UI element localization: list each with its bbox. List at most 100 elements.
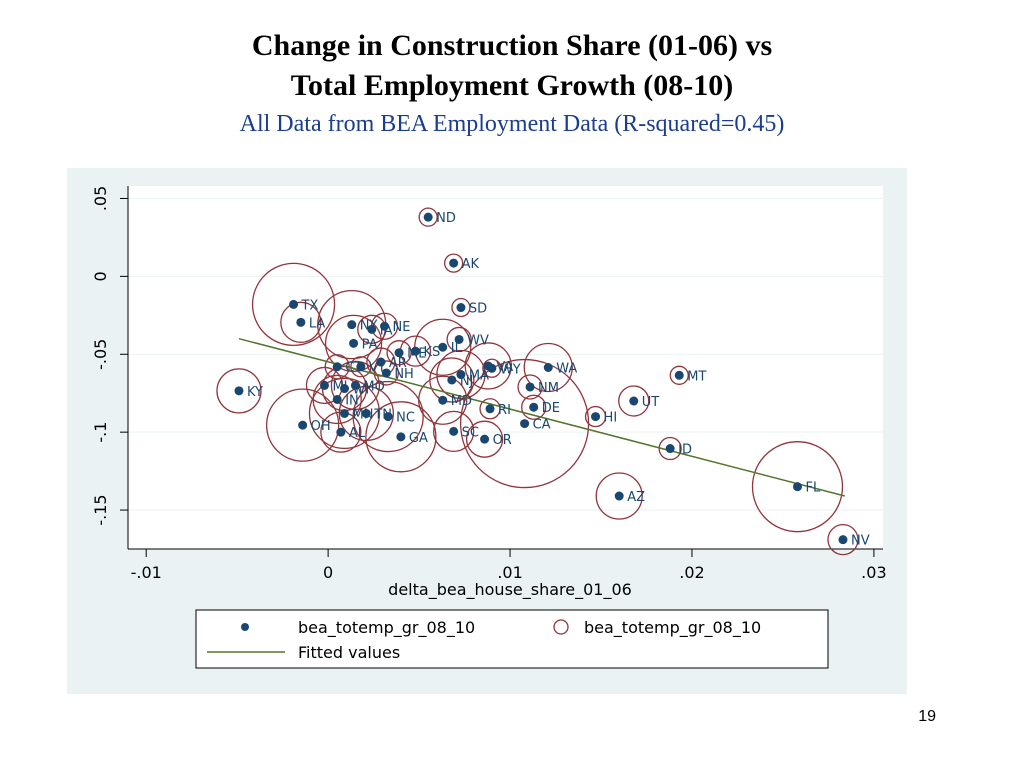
point-label-me: ME xyxy=(407,347,426,362)
data-point-nm xyxy=(525,382,535,392)
data-point-ks xyxy=(410,346,420,356)
data-point-mo xyxy=(350,380,360,390)
point-label-nm: NM xyxy=(538,381,559,396)
x-tick-label: .01 xyxy=(497,563,522,582)
point-label-ut: UT xyxy=(642,395,660,410)
data-point-sd xyxy=(456,303,466,313)
point-label-ia: IA xyxy=(380,323,393,338)
weight-circle-mn xyxy=(308,377,381,450)
weight-circle-sd xyxy=(451,297,471,318)
data-point-or xyxy=(480,434,490,444)
point-label-in: IN xyxy=(345,393,359,408)
point-label-tx: TX xyxy=(301,298,319,313)
weight-circle-ma xyxy=(436,349,486,400)
data-point-vt xyxy=(356,362,366,372)
point-label-or: OR xyxy=(493,433,512,448)
point-label-fl: FL xyxy=(805,481,820,496)
point-label-oh: OH xyxy=(311,419,331,434)
weight-circle-ri xyxy=(479,398,501,420)
data-point-ar xyxy=(376,357,386,367)
data-point-ia xyxy=(367,324,377,334)
data-markers xyxy=(234,212,848,545)
point-label-wi: WI xyxy=(352,383,369,398)
chart-subtitle: All Data from BEA Employment Data (R-squ… xyxy=(239,111,785,137)
data-point-nc xyxy=(383,412,393,422)
data-point-ne xyxy=(380,321,390,331)
weight-circle-ut xyxy=(618,385,650,417)
data-point-tn xyxy=(361,408,371,418)
weight-circle-fl xyxy=(751,441,844,533)
y-tick-label: -.15 xyxy=(91,494,110,525)
chart-title-line-2: Total Employment Growth (08-10) xyxy=(290,69,734,102)
weight-circle-az xyxy=(595,472,643,520)
point-label-ma: MA xyxy=(469,369,489,384)
data-point-wv xyxy=(454,334,464,344)
data-point-ak xyxy=(449,258,459,268)
data-point-sc xyxy=(449,426,459,436)
weight-circle-la xyxy=(280,301,322,343)
data-point-de xyxy=(529,402,539,412)
weight-circle-ga xyxy=(365,401,437,473)
point-label-pa: PA xyxy=(362,337,378,352)
weight-circle-de xyxy=(521,394,547,420)
weight-circle-ky xyxy=(216,368,262,414)
weight-circle-wy xyxy=(482,358,502,378)
data-point-az xyxy=(614,491,624,501)
data-point-wi xyxy=(339,384,349,394)
data-point-tx xyxy=(289,299,299,309)
point-label-ky: KY xyxy=(247,385,263,400)
axis-ticks: .05 0 -.05 -.1 -.15 -.01 0 .01 .02 .03 xyxy=(91,186,887,582)
point-label-ct: CT xyxy=(345,361,362,376)
point-label-mo: MO xyxy=(363,379,384,394)
legend-box xyxy=(195,609,829,669)
data-point-nh xyxy=(381,368,391,378)
legend-label-markers: bea_totemp_gr_08_10 xyxy=(298,618,475,638)
point-label-md: MD xyxy=(451,394,472,409)
weight-circle-nm xyxy=(517,374,543,400)
data-point-al xyxy=(336,427,346,437)
axes xyxy=(127,186,883,550)
point-label-sc: SC xyxy=(462,425,479,440)
chart-title-line-1: Change in Construction Share (01-06) vs xyxy=(251,29,773,62)
point-label-mt: MT xyxy=(687,369,706,384)
x-tick-label: 0 xyxy=(323,563,333,582)
x-tick-label: -.01 xyxy=(131,563,162,582)
data-point-wy xyxy=(487,363,497,373)
data-point-oh xyxy=(298,420,308,430)
weight-circle-pa xyxy=(324,314,383,373)
point-label-mi: MI xyxy=(332,379,347,394)
point-label-ks: KS xyxy=(423,345,440,360)
y-tick-label: -.05 xyxy=(91,339,110,370)
data-point-nd xyxy=(423,212,433,222)
legend-label-fitted: Fitted values xyxy=(298,643,400,662)
data-point-ga xyxy=(396,432,406,442)
point-label-tn: TN xyxy=(373,407,392,422)
data-point-pa xyxy=(349,338,359,348)
data-point-wa xyxy=(543,363,553,372)
legend-circle-icon xyxy=(553,619,569,635)
point-label-ca: CA xyxy=(533,418,551,433)
point-label-nh: NH xyxy=(394,367,414,382)
data-point-il xyxy=(438,342,448,352)
data-point-hi xyxy=(591,412,601,422)
weight-circle-nd xyxy=(418,207,438,227)
point-label-ny: NY xyxy=(360,319,378,334)
x-tick-label: .03 xyxy=(861,563,886,582)
data-point-fl xyxy=(792,482,802,492)
data-point-mn xyxy=(339,408,349,418)
point-label-wv: WV xyxy=(467,333,489,348)
data-point-mi xyxy=(319,380,329,390)
point-label-az: AZ xyxy=(627,490,645,505)
x-axis-title: delta_bea_house_share_01_06 xyxy=(388,580,632,600)
y-tick-label: .05 xyxy=(91,186,110,211)
point-label-ri: RI xyxy=(498,403,511,418)
point-label-hi: HI xyxy=(604,411,618,426)
point-label-wy: WY xyxy=(500,362,521,377)
weight-circle-me xyxy=(386,340,412,366)
weight-circle-or xyxy=(465,420,504,458)
weight-circle-tx xyxy=(251,262,336,347)
weight-circle-in xyxy=(312,374,362,425)
legend-label-circles: bea_totemp_gr_08_10 xyxy=(584,618,761,638)
point-label-nv: NV xyxy=(851,534,870,549)
